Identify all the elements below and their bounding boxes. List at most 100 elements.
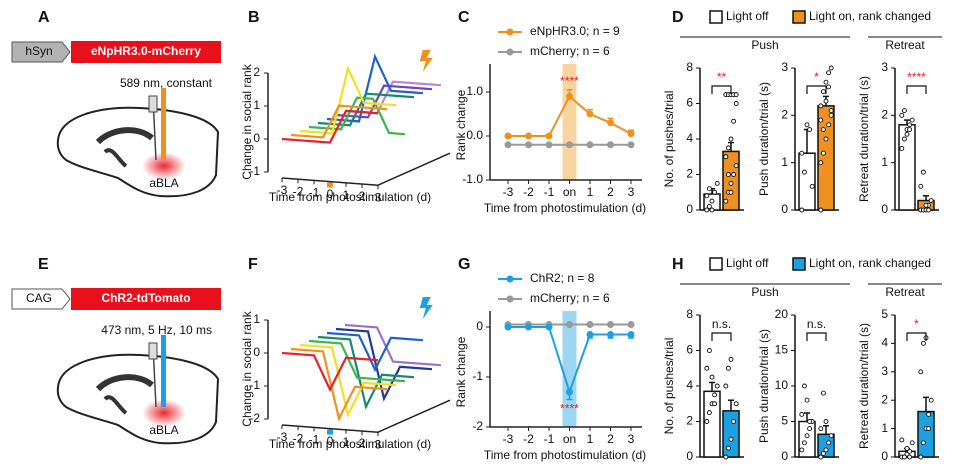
y-axis-title: Change in social rank (240, 63, 254, 179)
y-axis-title: Rank change (454, 336, 468, 407)
legend-label: Light off (726, 9, 769, 23)
x-tick-label: -2 (523, 185, 534, 199)
light-icon (419, 297, 433, 319)
point (607, 331, 614, 338)
z-tick-label: 0 (253, 345, 260, 359)
data-point (823, 79, 829, 85)
x-tick-label: -3 (503, 185, 514, 199)
data-point (918, 183, 924, 189)
point (545, 141, 553, 149)
legend-marker (506, 48, 514, 56)
data-point (807, 426, 813, 432)
z-tick-label: -2 (249, 411, 260, 425)
optic-fiber (161, 335, 166, 407)
point (566, 388, 573, 396)
panel-label: F (248, 256, 258, 273)
series-line (308, 339, 406, 383)
point (627, 141, 635, 149)
x-tick-label: 2 (607, 185, 614, 199)
x-tick-label: 1 (587, 432, 594, 446)
y-tick-label: 8 (686, 307, 693, 321)
significance-bracket (806, 85, 827, 94)
legend-label: Light off (726, 256, 769, 270)
construct-box (71, 288, 221, 310)
data-point (907, 127, 913, 132)
stimulus-label: 589 nm, constant (120, 76, 213, 90)
optic-fiber (161, 88, 166, 160)
data-point (909, 440, 915, 446)
data-point (818, 103, 824, 109)
data-point (907, 122, 913, 128)
panel-label: A (38, 9, 50, 26)
stimulus-marker (327, 429, 333, 435)
highlight-band (562, 64, 577, 180)
data-point (828, 433, 834, 439)
stimulus-marker (327, 182, 333, 188)
x-tick-label: 3 (628, 432, 635, 446)
y-tick-label: 4 (686, 131, 693, 145)
point (545, 323, 553, 331)
y-tick-label: 0 (881, 202, 888, 216)
data-point (807, 419, 813, 424)
data-point (804, 433, 810, 439)
x-axis-title: Time from photostimulation (d) (484, 448, 646, 462)
data-point (820, 390, 826, 396)
significance-label: * (814, 70, 819, 84)
panel-label: B (248, 9, 260, 26)
data-point (704, 365, 710, 371)
region-label: aBLA (149, 423, 178, 437)
y-tick-label: 3 (781, 60, 788, 74)
group-label: Push (751, 285, 778, 299)
y-axis-title: Push duration/trial (s) (757, 82, 771, 196)
y-tick-label: 2 (881, 108, 888, 122)
data-point (799, 207, 805, 213)
group-label: Push (751, 38, 778, 52)
promoter-label: hSyn (25, 44, 52, 58)
data-point (725, 365, 731, 371)
x-tick-label: 2 (607, 432, 614, 446)
y-tick-label: -1.0 (462, 172, 483, 186)
brain-outline (56, 353, 220, 445)
data-point (704, 419, 710, 424)
brain-structure (103, 395, 128, 415)
data-point (725, 445, 731, 451)
point (607, 119, 614, 127)
point (525, 323, 532, 331)
y-tick-label: 2 (686, 167, 693, 181)
promoter-box (11, 41, 71, 63)
group-label: Retreat (885, 38, 925, 52)
point (566, 321, 573, 328)
x-tick-label: 3 (375, 437, 382, 451)
y-axis-title: Push duration/trial (s) (757, 329, 771, 443)
x-tick-label: -1 (309, 433, 320, 447)
data-point (723, 454, 729, 460)
x-tick-label: -1 (544, 432, 555, 446)
x-tick-label: 1 (343, 188, 350, 202)
data-point (926, 426, 932, 432)
data-point (918, 454, 924, 460)
z-tick-label: -1 (249, 164, 260, 178)
x-tick-label: 2 (359, 436, 366, 450)
data-point (818, 207, 824, 213)
x-tick-label: 1 (343, 435, 350, 449)
point (504, 323, 512, 331)
data-point (820, 451, 826, 456)
bar (898, 124, 916, 211)
data-point (804, 122, 810, 128)
point (586, 141, 594, 149)
target-glow (142, 152, 186, 180)
data-point (704, 207, 710, 213)
x-axis-title: Time from photostimulation (d) (269, 190, 431, 204)
point (586, 331, 594, 338)
y-tick-label: 5 (781, 414, 788, 428)
data-point (723, 154, 729, 160)
data-point (818, 117, 824, 123)
series-line (290, 104, 388, 139)
data-point (704, 193, 710, 199)
series-line (299, 343, 397, 418)
data-point (818, 426, 824, 432)
data-point (709, 198, 715, 204)
data-point (923, 202, 929, 208)
significance-bracket (711, 332, 732, 341)
x-tick-label: on (563, 432, 576, 446)
